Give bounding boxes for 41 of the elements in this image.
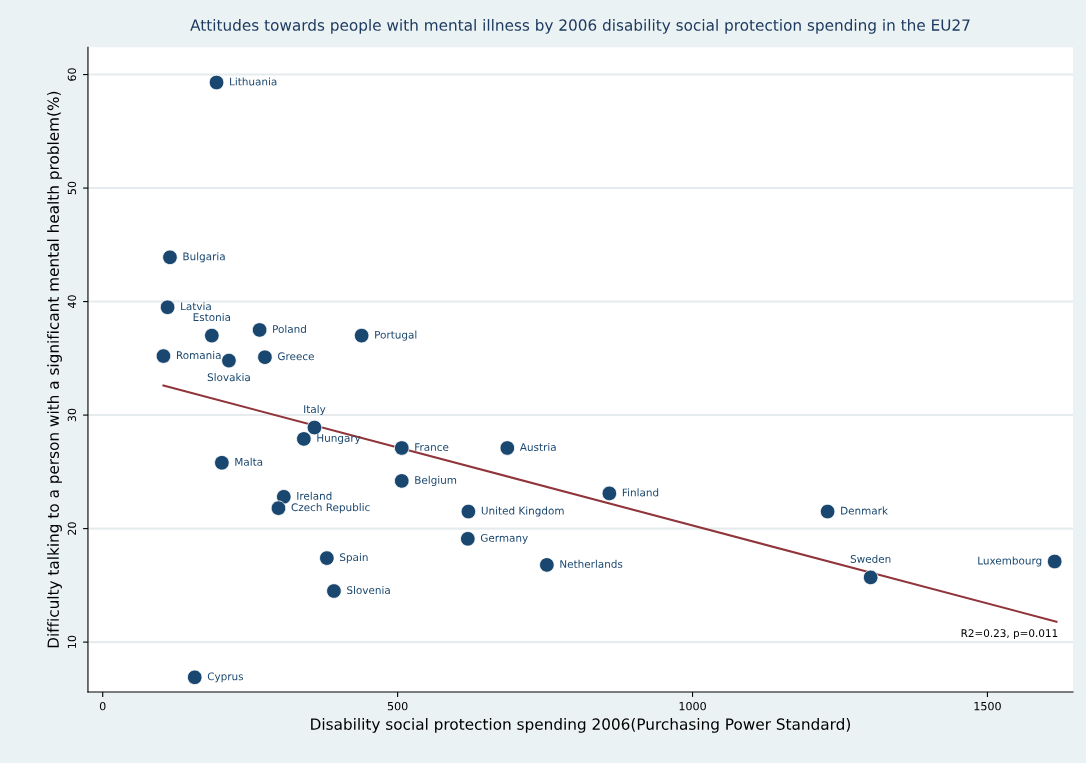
x-tick-label: 500 <box>387 701 408 711</box>
annotation: Germany <box>480 533 528 544</box>
annotation: Cyprus <box>207 672 244 683</box>
annotation: Slovenia <box>347 585 390 595</box>
y-tick-label: 20 <box>67 522 77 535</box>
annotation: Spain <box>340 553 368 564</box>
annotation: Greece <box>278 352 314 361</box>
annotation: Netherlands <box>560 559 623 568</box>
annotation: Lithuania <box>230 77 277 86</box>
annotation: Estonia <box>193 313 231 322</box>
chart-title: Attitudes towards people with mental illness by 2006 disability social protection spending in the EU27 <box>190 19 970 34</box>
annotation: Romania <box>176 351 221 360</box>
annotation: France <box>415 443 449 452</box>
x-tick-label: 1500 <box>974 701 1001 711</box>
annotation: Malta <box>235 457 263 466</box>
y-tick-label: 40 <box>67 295 77 309</box>
annotation: Sweden <box>850 554 891 563</box>
annotation: Austria <box>519 442 556 452</box>
annotation: R2=0.23, p=0.011 <box>961 629 1058 640</box>
x-tick-label: 0 <box>99 701 106 711</box>
annotation: Bulgaria <box>183 252 225 263</box>
y-tick-label: 60 <box>67 68 77 81</box>
y-axis-title: Difficulty talking to a person with a significant mental health problem(%) <box>47 91 62 648</box>
annotation: Slovakia <box>207 373 250 382</box>
annotation: Portugal <box>375 330 417 341</box>
annotation: Ireland <box>297 491 332 500</box>
y-tick-label: 30 <box>67 408 77 422</box>
annotation: Finland <box>622 488 659 497</box>
annotation: Italy <box>304 404 326 416</box>
annotation: United Kingdom <box>481 506 564 517</box>
annotation: Czech Republic <box>291 503 370 514</box>
annotation: Denmark <box>841 506 888 515</box>
annotation: Luxembourg <box>978 556 1042 567</box>
y-tick-label: 50 <box>67 181 77 195</box>
annotation: Belgium <box>415 475 457 486</box>
annotation: Latvia <box>181 302 211 311</box>
x-axis-title: Disability social protection spending 2006(Purchasing Power Standard) <box>311 718 850 733</box>
annotation: Poland <box>273 324 306 333</box>
annotation: Hungary <box>317 434 361 444</box>
y-tick-label: 10 <box>67 635 77 648</box>
x-tick-label: 1000 <box>679 701 706 711</box>
